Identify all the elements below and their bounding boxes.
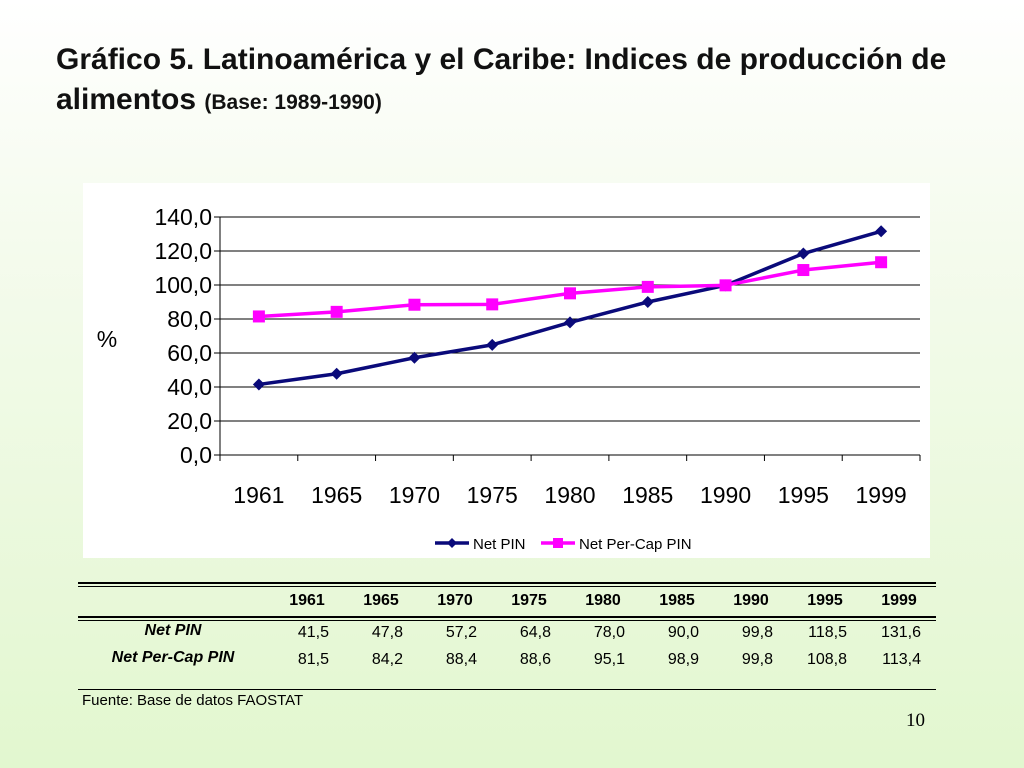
chart-area: 0,0 20,0 40,0 60,0 80,0 100,0 120,0 140,0 1961 19… — [83, 183, 930, 558]
table-cell: 98,9 — [667, 651, 699, 668]
data-point-1 — [252, 378, 265, 391]
data-point-1 — [330, 367, 343, 380]
legend-marker-2 — [553, 538, 563, 548]
data-point-2 — [252, 310, 265, 323]
data-point-2 — [641, 280, 654, 293]
x-tick-label: 1961 — [233, 482, 284, 508]
table-row-label: Net Per-Cap PIN — [111, 649, 235, 666]
table-cell: 95,1 — [593, 651, 625, 668]
legend-label-1: Net PIN — [473, 536, 526, 553]
y-tick-label: 100,0 — [154, 272, 212, 298]
x-tick-label: 1995 — [778, 482, 829, 508]
y-tick-label: 20,0 — [167, 408, 212, 434]
legend-label-2: Net Per-Cap PIN — [579, 536, 692, 553]
table-cell: 57,2 — [445, 624, 477, 641]
data-point-1 — [875, 225, 888, 238]
table-cell: 78,0 — [593, 624, 625, 641]
table-top-rule — [78, 582, 936, 584]
table-cell: 99,8 — [741, 651, 773, 668]
data-point-1 — [408, 351, 421, 364]
data-point-2 — [875, 256, 888, 269]
y-tick-label: 60,0 — [167, 340, 212, 366]
legend-marker-1 — [447, 538, 457, 548]
data-point-2 — [564, 287, 576, 300]
title-base: (Base: 1989-1990) — [204, 91, 382, 114]
table-row-label: Net PIN — [144, 622, 202, 639]
table-header-rule-2 — [78, 620, 936, 621]
source-note: Fuente: Base de datos FAOSTAT — [82, 692, 304, 709]
page-number: 10 — [906, 710, 925, 731]
table-header-cell: 1965 — [363, 592, 399, 609]
table-header-cell: 1980 — [585, 592, 621, 609]
table-bottom-rule — [78, 689, 936, 690]
x-tick-label: 1970 — [389, 482, 440, 508]
line-chart: 0,0 20,0 40,0 60,0 80,0 100,0 120,0 140,0 1961 19… — [97, 204, 921, 553]
y-tick-label: 120,0 — [154, 238, 212, 264]
title-main: Gráfico 5. Latinoamérica y el Caribe: In… — [56, 43, 947, 116]
x-tick-label: 1990 — [700, 482, 751, 508]
table-cell: 118,5 — [808, 624, 847, 641]
table-header-cell: 1990 — [733, 592, 769, 609]
table-cell: 64,8 — [519, 624, 551, 641]
table-cell: 90,0 — [667, 624, 699, 641]
table-cell: 113,4 — [882, 651, 921, 668]
x-tick-label: 1985 — [622, 482, 673, 508]
y-tick-label: 40,0 — [167, 374, 212, 400]
table-header-cell: 1975 — [511, 592, 547, 609]
y-tick-label: 80,0 — [167, 306, 212, 332]
table-cell: 99,8 — [741, 624, 773, 641]
y-axis-label: % — [97, 326, 117, 352]
data-point-2 — [408, 298, 421, 311]
table-header-cell: 1961 — [289, 592, 325, 609]
table-top-rule-2 — [78, 586, 936, 587]
table-cell: 131,6 — [880, 624, 921, 641]
data-point-1 — [564, 316, 576, 329]
series-line-1 — [258, 229, 882, 387]
table-header-cell: 1970 — [437, 592, 473, 609]
table-header-cell: 1995 — [807, 592, 843, 609]
data-point-2 — [719, 279, 732, 292]
table-header-cell: 1999 — [881, 592, 917, 609]
table-cell: 108,8 — [806, 651, 847, 668]
table-cell: 88,4 — [445, 651, 477, 668]
table-cell: 41,5 — [297, 624, 329, 641]
x-tick-label: 1965 — [311, 482, 362, 508]
table-cell: 47,8 — [371, 624, 403, 641]
table-cell: 88,6 — [519, 651, 551, 668]
table-header-rule — [78, 616, 936, 618]
y-tick-label: 0,0 — [180, 442, 212, 468]
data-point-1 — [797, 247, 810, 260]
y-tick-label: 140,0 — [154, 204, 212, 230]
data-point-1 — [641, 296, 654, 308]
data-point-2 — [486, 298, 499, 311]
x-tick-label: 1975 — [467, 482, 518, 508]
x-tick-label: 1999 — [856, 482, 907, 508]
data-point-1 — [486, 338, 499, 351]
data-point-2 — [797, 264, 810, 277]
table-cell: 81,5 — [297, 651, 329, 668]
table-cell: 84,2 — [371, 651, 403, 668]
data-point-2 — [330, 305, 343, 318]
x-tick-label: 1980 — [544, 482, 595, 508]
table-header-cell: 1985 — [659, 592, 695, 609]
slide-title: Gráfico 5. Latinoamérica y el Caribe: In… — [56, 40, 956, 123]
